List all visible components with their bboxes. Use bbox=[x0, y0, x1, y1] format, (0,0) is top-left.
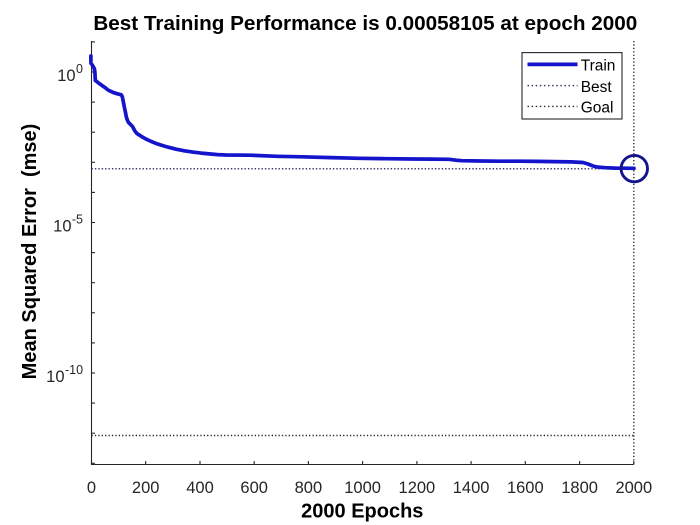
svg-text:1200: 1200 bbox=[399, 479, 436, 497]
svg-text:Train: Train bbox=[581, 58, 616, 75]
svg-text:10: 10 bbox=[53, 217, 71, 235]
svg-text:1400: 1400 bbox=[453, 479, 490, 497]
svg-text:10: 10 bbox=[46, 368, 64, 386]
svg-text:Mean Squared Error (mse): Mean Squared Error (mse) bbox=[19, 124, 41, 380]
svg-text:600: 600 bbox=[240, 479, 268, 497]
svg-text:200: 200 bbox=[132, 479, 160, 497]
svg-text:800: 800 bbox=[295, 479, 323, 497]
svg-text:1600: 1600 bbox=[507, 479, 544, 497]
svg-text:1800: 1800 bbox=[561, 479, 598, 497]
svg-text:1000: 1000 bbox=[344, 479, 381, 497]
svg-text:10: 10 bbox=[57, 67, 75, 85]
svg-text:0: 0 bbox=[87, 479, 96, 497]
svg-text:Best: Best bbox=[581, 79, 613, 96]
svg-text:-5: -5 bbox=[72, 212, 83, 226]
svg-text:400: 400 bbox=[186, 479, 214, 497]
svg-text:0: 0 bbox=[76, 62, 83, 76]
svg-text:2000: 2000 bbox=[615, 479, 652, 497]
svg-text:Best Training Performance is 0: Best Training Performance is 0.00058105 … bbox=[93, 12, 637, 35]
svg-text:2000 Epochs: 2000 Epochs bbox=[301, 501, 423, 523]
svg-text:Goal: Goal bbox=[581, 100, 614, 117]
svg-text:-10: -10 bbox=[65, 363, 83, 377]
